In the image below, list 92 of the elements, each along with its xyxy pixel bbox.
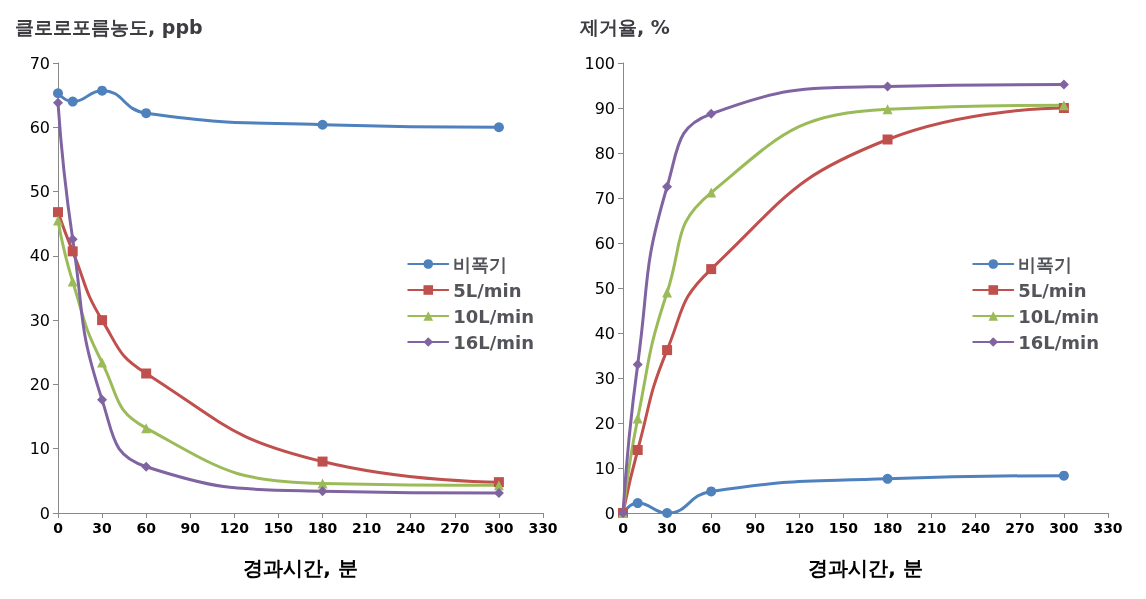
y-tick-label: 60 — [594, 233, 615, 253]
point — [632, 445, 643, 455]
x-tick-label: 60 — [701, 520, 722, 536]
point — [882, 134, 893, 145]
y-axis-title: 클로로포름농도, ppb — [15, 15, 203, 38]
legend-label: 5L/min — [1018, 279, 1087, 301]
x-tick-label: 180 — [872, 520, 903, 536]
point — [97, 394, 108, 405]
y-tick-label: 20 — [594, 413, 615, 433]
point — [97, 315, 108, 326]
point — [632, 359, 643, 370]
point — [662, 345, 673, 356]
point — [53, 88, 63, 99]
x-tick-label: 330 — [528, 520, 558, 536]
y-tick-label: 40 — [594, 323, 615, 343]
y-tick-label: 70 — [29, 53, 50, 73]
point — [317, 478, 328, 489]
point — [706, 108, 717, 119]
x-tick-label: 180 — [307, 520, 338, 536]
legend-label: 16L/min — [1018, 331, 1100, 353]
point — [97, 85, 108, 96]
point — [662, 508, 673, 518]
y-tick-label: 70 — [594, 188, 615, 208]
x-tick-label: 240 — [961, 520, 991, 536]
point — [662, 287, 673, 298]
y-tick-label: 10 — [29, 439, 50, 459]
point — [317, 456, 328, 467]
x-tick-label: 210 — [352, 520, 382, 536]
point — [882, 473, 893, 484]
y-tick-label: 40 — [29, 246, 50, 266]
legend-label: 16L/min — [453, 331, 535, 353]
x-tick-label: 240 — [396, 520, 426, 536]
y-axis-title: 제거율, % — [579, 15, 670, 38]
x-tick-label: 270 — [1005, 520, 1035, 536]
point — [141, 368, 152, 379]
legend-label: 비폭기 — [453, 253, 508, 275]
y-tick-label: 0 — [604, 503, 615, 523]
x-tick-label: 0 — [618, 520, 629, 536]
point — [141, 108, 152, 119]
x-tick-label: 210 — [917, 520, 947, 536]
point — [67, 234, 78, 245]
x-tick-label: 270 — [440, 520, 470, 536]
y-tick-label: 0 — [39, 503, 50, 523]
point — [706, 187, 717, 198]
point — [706, 486, 717, 497]
point — [67, 246, 78, 257]
y-tick-label: 90 — [594, 98, 615, 118]
x-tick-label: 90 — [180, 520, 201, 536]
x-tick-label: 120 — [784, 520, 815, 536]
y-tick-label: 80 — [594, 143, 615, 163]
point — [53, 215, 63, 226]
legend-label: 10L/min — [1018, 305, 1100, 327]
x-tick-label: 120 — [219, 520, 250, 536]
y-tick-label: 100 — [584, 53, 615, 73]
legend-label: 비폭기 — [1018, 253, 1073, 275]
legend-label: 5L/min — [453, 279, 522, 301]
x-tick-label: 30 — [657, 520, 678, 536]
point — [662, 181, 673, 192]
y-tick-label: 50 — [594, 278, 615, 298]
x-tick-label: 300 — [484, 520, 514, 536]
point — [141, 423, 152, 434]
y-tick-label: 30 — [594, 368, 615, 388]
y-tick-label: 30 — [29, 310, 50, 330]
x-tick-label: 60 — [136, 520, 157, 536]
point — [882, 104, 893, 115]
x-axis-title: 경과시간, 분 — [243, 556, 358, 580]
x-tick-label: 150 — [828, 520, 859, 536]
x-tick-label: 30 — [92, 520, 113, 536]
point — [53, 97, 63, 108]
y-tick-label: 10 — [594, 458, 615, 478]
point — [1058, 470, 1069, 481]
y-tick-label: 50 — [29, 182, 50, 202]
x-tick-label: 150 — [263, 520, 294, 536]
point — [882, 81, 893, 92]
point — [632, 498, 643, 509]
point — [317, 119, 328, 130]
x-tick-label: 90 — [745, 520, 766, 536]
legend-label: 10L/min — [453, 305, 535, 327]
point — [317, 486, 328, 497]
x-tick-label: 300 — [1049, 520, 1079, 536]
y-tick-label: 20 — [29, 374, 50, 394]
point — [141, 461, 152, 472]
x-axis-title: 경과시간, 분 — [808, 556, 923, 580]
point — [706, 264, 717, 275]
point — [67, 96, 78, 107]
point — [97, 357, 108, 368]
point — [493, 122, 504, 133]
point — [53, 207, 63, 218]
x-tick-label: 0 — [53, 520, 64, 536]
y-tick-label: 60 — [29, 117, 50, 137]
x-tick-label: 330 — [1093, 520, 1123, 536]
point — [67, 276, 78, 287]
